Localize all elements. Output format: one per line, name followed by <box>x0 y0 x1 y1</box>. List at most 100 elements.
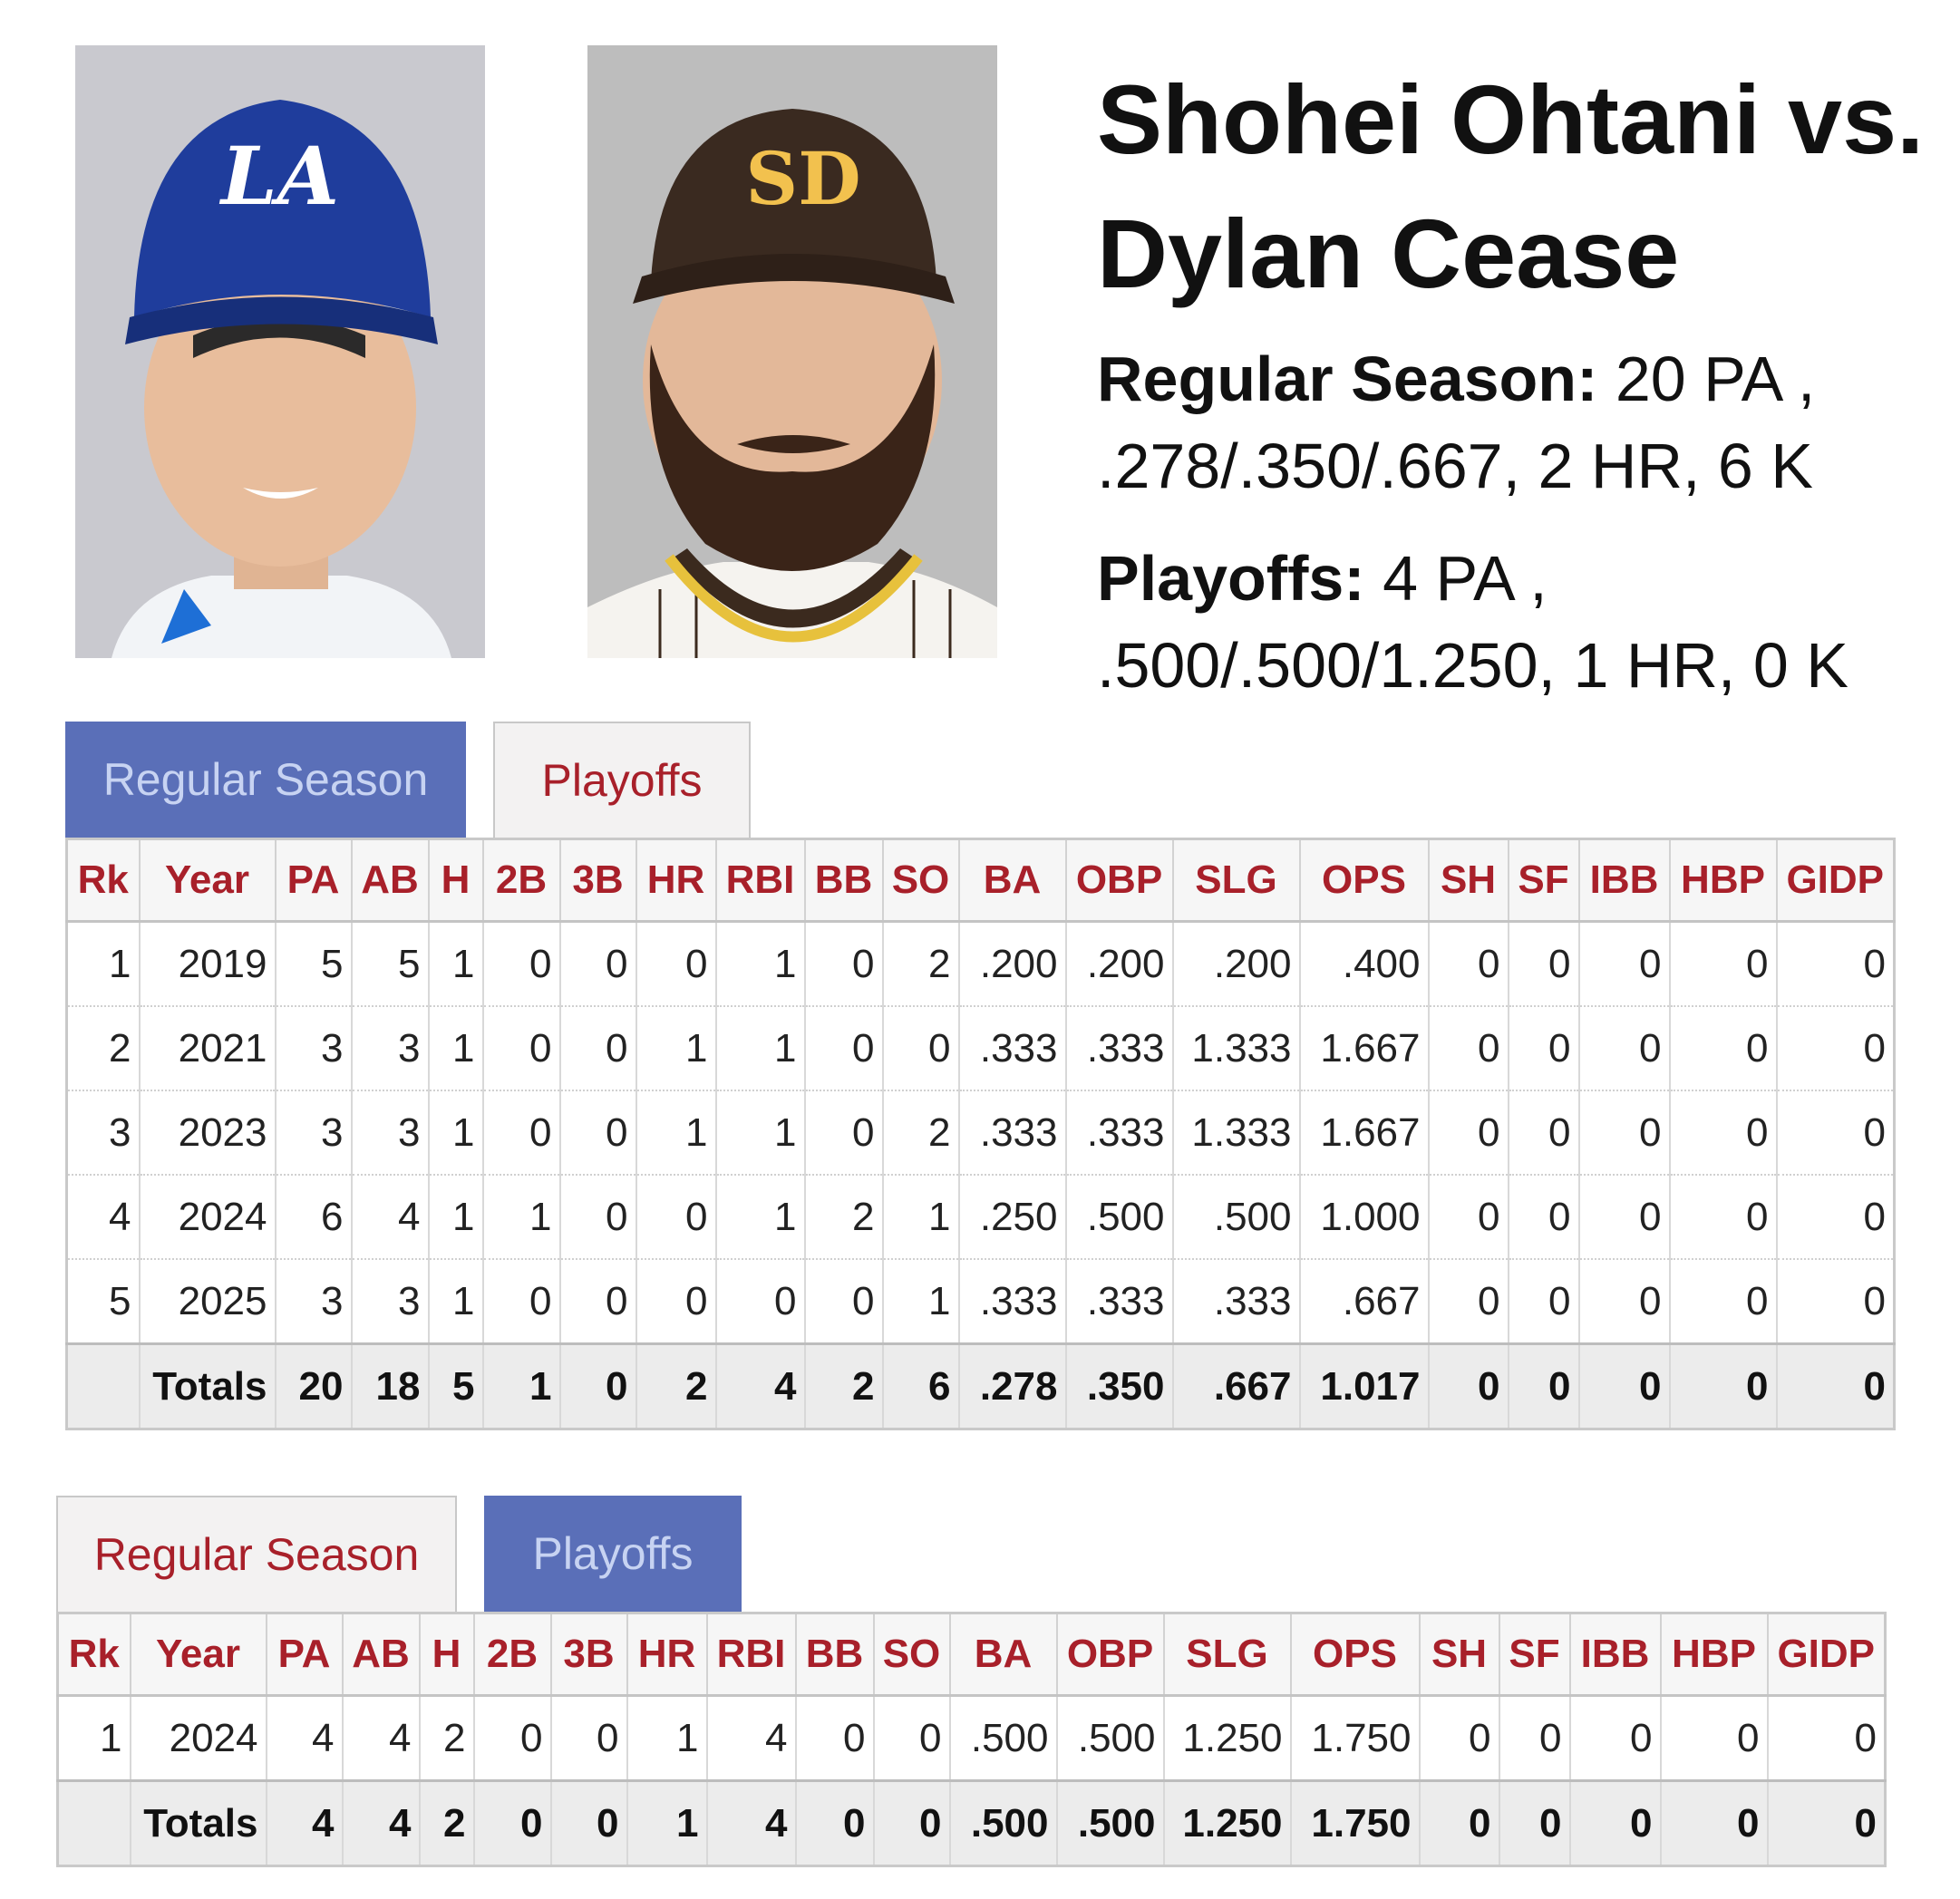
column-header[interactable]: Year <box>138 838 276 923</box>
column-header[interactable]: Year <box>129 1613 267 1697</box>
column-header[interactable]: SF <box>1498 1613 1570 1697</box>
totals-cell: 0 <box>472 1779 551 1866</box>
table-cell: 1 <box>881 1259 959 1345</box>
column-header[interactable]: RBI <box>705 1613 796 1697</box>
column-header[interactable]: H <box>427 838 483 923</box>
column-header[interactable]: OPS <box>1298 838 1429 923</box>
column-header[interactable]: RBI <box>714 838 805 923</box>
tab-playoffs[interactable]: Playoffs <box>493 722 751 838</box>
column-header[interactable]: Rk <box>65 838 140 923</box>
totals-cell: 0 <box>1507 1342 1579 1429</box>
totals-cell: 0 <box>1775 1342 1895 1429</box>
totals-cell: 0 <box>1766 1779 1886 1866</box>
column-header[interactable]: 3B <box>549 1613 627 1697</box>
totals-cell: 0 <box>1427 1342 1509 1429</box>
column-header[interactable]: 2B <box>481 838 560 923</box>
table-cell: 1.667 <box>1298 1090 1429 1176</box>
column-header[interactable]: BB <box>794 1613 874 1697</box>
table-cell: 1 <box>427 921 483 1007</box>
table-cell: 2024 <box>138 1175 276 1260</box>
column-header[interactable]: SLG <box>1171 838 1300 923</box>
column-header[interactable]: HR <box>635 838 716 923</box>
column-header[interactable]: OPS <box>1289 1613 1420 1697</box>
table-cell: 1.333 <box>1171 1090 1300 1176</box>
column-header[interactable]: HBP <box>1659 1613 1768 1697</box>
svg-text:LA: LA <box>218 129 339 223</box>
table-cell: 5 <box>274 921 352 1007</box>
column-header[interactable]: AB <box>341 1613 420 1697</box>
table-cell: 0 <box>1668 1090 1777 1176</box>
column-header[interactable]: Rk <box>56 1613 131 1697</box>
playoffs-tabbar: Regular Season Playoffs <box>56 1496 745 1612</box>
totals-cell: 20 <box>274 1342 352 1429</box>
table-cell: 3 <box>65 1090 140 1176</box>
table-cell: 0 <box>1427 1090 1509 1176</box>
column-header[interactable]: HBP <box>1668 838 1777 923</box>
totals-cell: .278 <box>957 1342 1066 1429</box>
table-cell: 6 <box>274 1175 352 1260</box>
table-cell: 0 <box>558 1006 636 1091</box>
tab-playoffs[interactable]: Playoffs <box>484 1496 742 1612</box>
column-header[interactable]: 2B <box>472 1613 551 1697</box>
column-header[interactable]: IBB <box>1577 838 1670 923</box>
table-cell: 0 <box>1427 1259 1509 1345</box>
column-header[interactable]: OBP <box>1055 1613 1164 1697</box>
table-cell: 1 <box>881 1175 959 1260</box>
table-cell: .333 <box>1064 1006 1173 1091</box>
column-header[interactable]: SF <box>1507 838 1579 923</box>
table-cell: 1 <box>635 1006 716 1091</box>
table-cell: 0 <box>803 1090 883 1176</box>
table-cell: 2021 <box>138 1006 276 1091</box>
table-cell: 4 <box>350 1175 429 1260</box>
column-header[interactable]: BA <box>957 838 1066 923</box>
tab-regular-season[interactable]: Regular Season <box>56 1496 457 1612</box>
column-header[interactable]: GIDP <box>1766 1613 1886 1697</box>
regular-season-tabbar: Regular Season Playoffs <box>65 722 754 838</box>
column-header[interactable]: SH <box>1418 1613 1499 1697</box>
table-cell: .500 <box>1055 1695 1164 1782</box>
table-cell: 0 <box>1577 1175 1670 1260</box>
totals-row: Totals 20 18 5 1 0 2 4 2 6.278.350.667 1.017 0 0 0 0 0 <box>65 1342 1895 1429</box>
table-row: 3 2023 3 3 1 0 0 1 1 0 2.333.333 1.333 1.667 0 0 0 0 0 <box>65 1090 1895 1176</box>
table-cell: 1 <box>56 1695 131 1782</box>
table-cell: 0 <box>1668 1175 1777 1260</box>
totals-cell: 0 <box>1498 1779 1570 1866</box>
column-header[interactable]: PA <box>274 838 352 923</box>
table-row: 1 2024 4 4 2 0 0 1 4 0 0.500.500 1.250 1.750 0 0 0 0 0 <box>56 1695 1886 1782</box>
table-cell: 0 <box>481 921 560 1007</box>
column-header[interactable]: 3B <box>558 838 636 923</box>
column-header[interactable]: HR <box>626 1613 707 1697</box>
totals-cell: 5 <box>427 1342 483 1429</box>
totals-cell: 0 <box>549 1779 627 1866</box>
column-header[interactable]: SO <box>872 1613 950 1697</box>
table-cell: 0 <box>481 1259 560 1345</box>
table-cell: .500 <box>1171 1175 1300 1260</box>
matchup-title: Shohei Ohtani vs. Dylan Cease <box>1097 64 1925 308</box>
column-header[interactable]: PA <box>265 1613 343 1697</box>
table-cell: 4 <box>65 1175 140 1260</box>
column-header[interactable]: SLG <box>1162 1613 1291 1697</box>
column-header[interactable]: SH <box>1427 838 1509 923</box>
totals-cell: 0 <box>558 1342 636 1429</box>
table-cell: 0 <box>1775 1006 1895 1091</box>
totals-cell: 1 <box>626 1779 707 1866</box>
column-header[interactable]: SO <box>881 838 959 923</box>
column-header[interactable]: OBP <box>1064 838 1173 923</box>
column-header[interactable]: H <box>418 1613 474 1697</box>
column-header[interactable]: GIDP <box>1775 838 1895 923</box>
svg-text:SD: SD <box>745 136 860 221</box>
table-cell: .500 <box>948 1695 1057 1782</box>
table-row: 4 2024 6 4 1 1 0 0 1 2 1.250.500.500 1.000 0 0 0 0 0 <box>65 1175 1895 1260</box>
table-cell: 3 <box>350 1006 429 1091</box>
column-header[interactable]: IBB <box>1568 1613 1661 1697</box>
tab-regular-season[interactable]: Regular Season <box>65 722 466 838</box>
table-cell: 0 <box>803 1006 883 1091</box>
table-cell: 1.667 <box>1298 1006 1429 1091</box>
column-header[interactable]: BA <box>948 1613 1057 1697</box>
column-header[interactable]: BB <box>803 838 883 923</box>
table-cell: 0 <box>794 1695 874 1782</box>
table-cell: 1 <box>714 1090 805 1176</box>
column-header[interactable]: AB <box>350 838 429 923</box>
table-row: 1 2019 5 5 1 0 0 0 1 0 2.200.200.200.400 0 0 0 0 0 <box>65 921 1895 1007</box>
table-cell: 1.000 <box>1298 1175 1429 1260</box>
